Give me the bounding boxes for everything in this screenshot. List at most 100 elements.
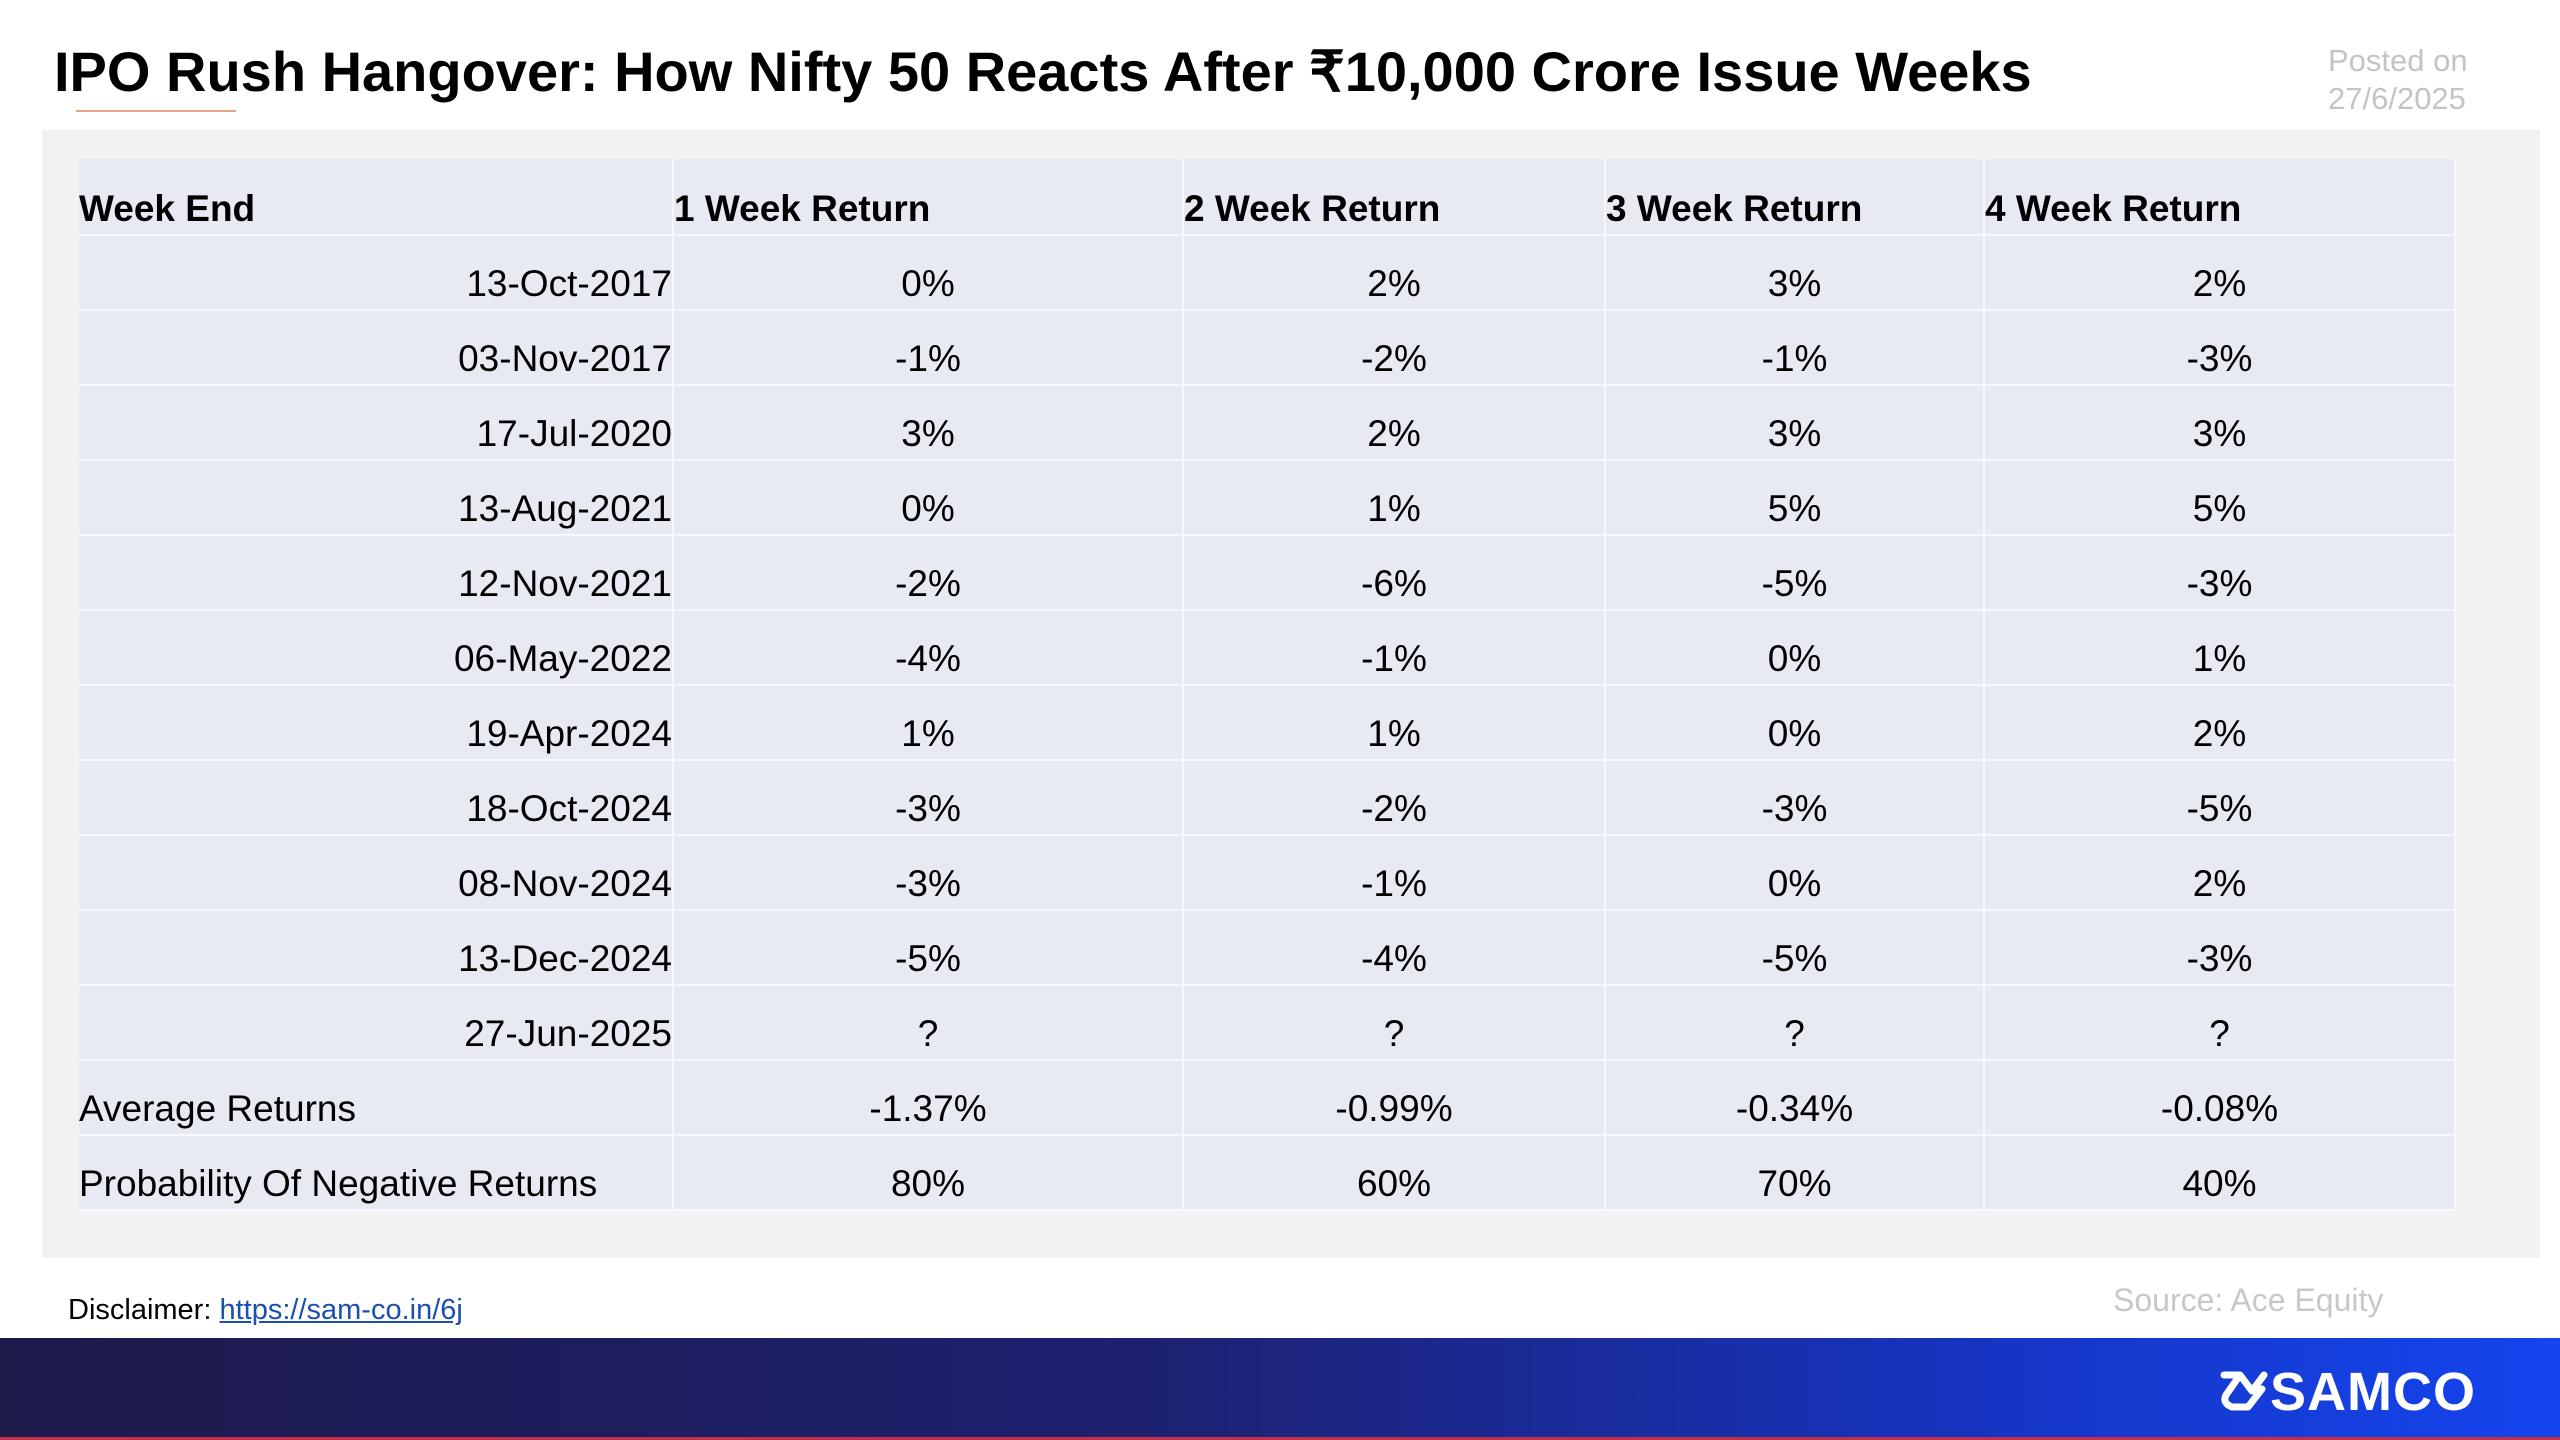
table-row: 18-Oct-2024 -3% -2% -3% -5%	[79, 760, 2456, 836]
table-row: 06-May-2022 -4% -1% 0% 1%	[79, 610, 2456, 686]
cell-3-week: ?	[1605, 985, 1985, 1061]
cell-3-week: 3%	[1605, 235, 1985, 311]
cell-week-end: 08-Nov-2024	[79, 835, 674, 911]
cell-3-week: 3%	[1605, 385, 1985, 461]
cell-4-week: ?	[1984, 985, 2456, 1061]
summary-label: Probability Of Negative Returns	[79, 1135, 674, 1211]
table-row: 13-Dec-2024 -5% -4% -5% -3%	[79, 910, 2456, 986]
cell-4-week: 2%	[1984, 685, 2456, 761]
table-row: 12-Nov-2021 -2% -6% -5% -3%	[79, 535, 2456, 611]
cell-2-week: -6%	[1183, 535, 1606, 611]
cell-week-end: 13-Dec-2024	[79, 910, 674, 986]
cell-week-end: 19-Apr-2024	[79, 685, 674, 761]
summary-row-average: Average Returns -1.37% -0.99% -0.34% -0.…	[79, 1060, 2456, 1136]
cell-week-end: 13-Aug-2021	[79, 460, 674, 536]
col-header-1-week: 1 Week Return	[673, 159, 1184, 236]
table-row: 03-Nov-2017 -1% -2% -1% -3%	[79, 310, 2456, 386]
cell-2-week: -0.99%	[1183, 1060, 1606, 1136]
source-note: Source: Ace Equity	[2113, 1282, 2384, 1318]
disclaimer-label: Disclaimer:	[68, 1294, 212, 1326]
cell-3-week: -0.34%	[1605, 1060, 1985, 1136]
title-underline	[76, 110, 236, 112]
cell-1-week: 0%	[673, 460, 1184, 536]
cell-2-week: -2%	[1183, 310, 1606, 386]
cell-2-week: 2%	[1183, 235, 1606, 311]
cell-3-week: -1%	[1605, 310, 1985, 386]
cell-4-week: 2%	[1984, 835, 2456, 911]
cell-3-week: -3%	[1605, 760, 1985, 836]
cell-2-week: 1%	[1183, 460, 1606, 536]
cell-4-week: 1%	[1984, 610, 2456, 686]
summary-label: Average Returns	[79, 1060, 674, 1136]
cell-3-week: 70%	[1605, 1135, 1985, 1211]
cell-4-week: -3%	[1984, 310, 2456, 386]
cell-1-week: 80%	[673, 1135, 1184, 1211]
cell-4-week: -3%	[1984, 535, 2456, 611]
cell-3-week: 5%	[1605, 460, 1985, 536]
cell-2-week: -1%	[1183, 610, 1606, 686]
col-header-2-week: 2 Week Return	[1183, 159, 1606, 236]
cell-3-week: -5%	[1605, 910, 1985, 986]
table-row: 13-Aug-2021 0% 1% 5% 5%	[79, 460, 2456, 536]
cell-3-week: -5%	[1605, 535, 1985, 611]
posted-on: Posted on 27/6/2025	[2328, 42, 2508, 118]
brand-name: SAMCO	[2270, 1362, 2476, 1422]
cell-4-week: -5%	[1984, 760, 2456, 836]
cell-4-week: 40%	[1984, 1135, 2456, 1211]
cell-1-week: 3%	[673, 385, 1184, 461]
cell-4-week: 5%	[1984, 460, 2456, 536]
brand-logo: SAMCO	[2218, 1362, 2476, 1422]
cell-1-week: -1%	[673, 310, 1184, 386]
footer-bar	[0, 1338, 2560, 1440]
disclaimer: Disclaimer: https://sam-co.in/6j	[68, 1294, 463, 1327]
cell-2-week: 60%	[1183, 1135, 1606, 1211]
disclaimer-link[interactable]: https://sam-co.in/6j	[219, 1294, 463, 1326]
summary-row-probability: Probability Of Negative Returns 80% 60% …	[79, 1135, 2456, 1211]
returns-table: Week End 1 Week Return 2 Week Return 3 W…	[79, 159, 2456, 1211]
cell-2-week: -1%	[1183, 835, 1606, 911]
cell-1-week: -1.37%	[673, 1060, 1184, 1136]
cell-4-week: -3%	[1984, 910, 2456, 986]
table-row: 13-Oct-2017 0% 2% 3% 2%	[79, 235, 2456, 311]
col-header-3-week: 3 Week Return	[1605, 159, 1985, 236]
cell-week-end: 12-Nov-2021	[79, 535, 674, 611]
cell-1-week: -2%	[673, 535, 1184, 611]
cell-1-week: 1%	[673, 685, 1184, 761]
cell-week-end: 06-May-2022	[79, 610, 674, 686]
col-header-4-week: 4 Week Return	[1984, 159, 2456, 236]
cell-4-week: -0.08%	[1984, 1060, 2456, 1136]
cell-1-week: -4%	[673, 610, 1184, 686]
cell-1-week: -3%	[673, 835, 1184, 911]
cell-week-end: 17-Jul-2020	[79, 385, 674, 461]
cell-2-week: -2%	[1183, 760, 1606, 836]
cell-3-week: 0%	[1605, 835, 1985, 911]
cell-2-week: -4%	[1183, 910, 1606, 986]
col-header-week-end: Week End	[79, 159, 674, 236]
cell-3-week: 0%	[1605, 685, 1985, 761]
cell-week-end: 13-Oct-2017	[79, 235, 674, 311]
cell-1-week: -3%	[673, 760, 1184, 836]
cell-1-week: -5%	[673, 910, 1184, 986]
cell-3-week: 0%	[1605, 610, 1985, 686]
cell-1-week: ?	[673, 985, 1184, 1061]
cell-2-week: ?	[1183, 985, 1606, 1061]
samco-swirl-icon	[2220, 1371, 2268, 1411]
cell-2-week: 2%	[1183, 385, 1606, 461]
posted-date: 27/6/2025	[2328, 81, 2466, 116]
posted-label: Posted on	[2328, 43, 2468, 78]
cell-week-end: 03-Nov-2017	[79, 310, 674, 386]
cell-week-end: 27-Jun-2025	[79, 985, 674, 1061]
table-row: 19-Apr-2024 1% 1% 0% 2%	[79, 685, 2456, 761]
page-title: IPO Rush Hangover: How Nifty 50 Reacts A…	[54, 40, 2032, 103]
cell-4-week: 2%	[1984, 235, 2456, 311]
cell-1-week: 0%	[673, 235, 1184, 311]
table-row: 17-Jul-2020 3% 2% 3% 3%	[79, 385, 2456, 461]
cell-2-week: 1%	[1183, 685, 1606, 761]
table-row: 27-Jun-2025 ? ? ? ?	[79, 985, 2456, 1061]
footer-accent-line	[0, 1437, 2560, 1440]
table-row: 08-Nov-2024 -3% -1% 0% 2%	[79, 835, 2456, 911]
cell-4-week: 3%	[1984, 385, 2456, 461]
table-header-row: Week End 1 Week Return 2 Week Return 3 W…	[79, 159, 2456, 236]
cell-week-end: 18-Oct-2024	[79, 760, 674, 836]
